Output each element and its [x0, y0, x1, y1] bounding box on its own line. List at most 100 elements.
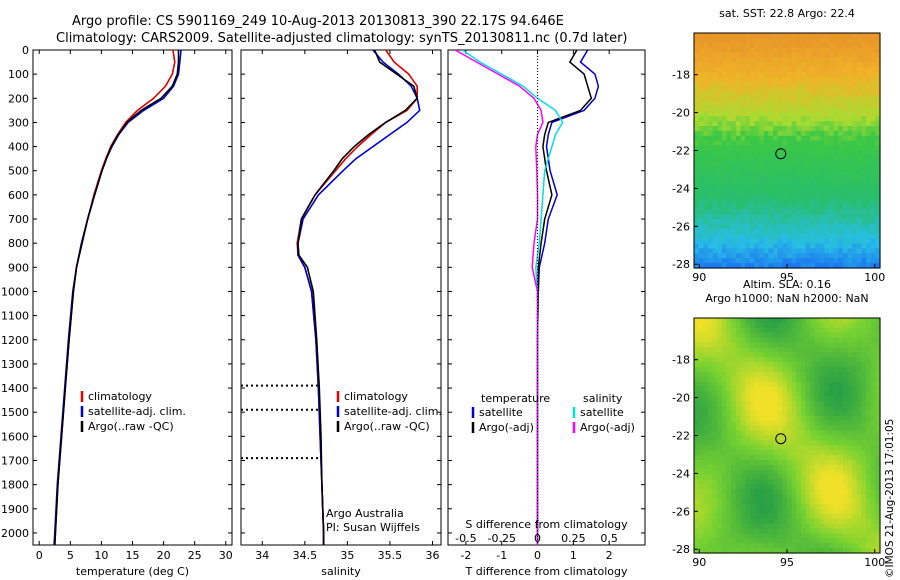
- heatmap-cell: [745, 342, 751, 348]
- heatmap-cell: [866, 111, 872, 117]
- heatmap-cell: [777, 57, 783, 63]
- heatmap-cell: [735, 533, 742, 539]
- heatmap-cell: [726, 445, 732, 451]
- heatmap-cell: [707, 86, 714, 93]
- heatmap-cell: [759, 67, 765, 73]
- heatmap-cell: [810, 72, 816, 78]
- heatmap-cell: [800, 96, 807, 103]
- heatmap-cell: [796, 233, 802, 240]
- heatmap-cell: [805, 318, 811, 324]
- heatmap-cell: [824, 170, 830, 176]
- heatmap-cell: [861, 327, 867, 334]
- heatmap-cell: [866, 96, 872, 103]
- heatmap-cell: [870, 406, 876, 412]
- heatmap-cell: [814, 174, 821, 181]
- heatmap-cell: [787, 106, 793, 112]
- heatmap-cell: [745, 357, 751, 363]
- heatmap-cell: [768, 209, 774, 215]
- heatmap-cell: [833, 484, 839, 490]
- heatmap-cell: [800, 33, 807, 39]
- heatmap-cell: [856, 362, 862, 368]
- heatmap-cell: [828, 489, 835, 495]
- heatmap-cell: [847, 469, 853, 476]
- heatmap-cell: [856, 223, 862, 230]
- heatmap-cell: [791, 77, 797, 83]
- heatmap-cell: [712, 459, 718, 466]
- heatmap-cell: [777, 445, 783, 451]
- heatmap-cell: [703, 52, 709, 59]
- heatmap-cell: [861, 96, 867, 103]
- heatmap-cell: [735, 130, 742, 137]
- heatmap-cell: [856, 165, 862, 171]
- heatmap-cell: [782, 464, 788, 471]
- heatmap-cell: [712, 204, 718, 210]
- heatmap-cell: [805, 77, 811, 83]
- heatmap-cell: [856, 430, 862, 437]
- heatmap-cell: [782, 155, 788, 161]
- heatmap-cell: [717, 233, 723, 240]
- heatmap-cell: [833, 474, 839, 481]
- heatmap-cell: [847, 179, 853, 186]
- heatmap-cell: [852, 469, 858, 476]
- heatmap-cell: [735, 199, 742, 205]
- heatmap-cell: [866, 62, 872, 68]
- heatmap-cell: [800, 489, 807, 495]
- heatmap-cell: [698, 214, 704, 220]
- heatmap-cell: [763, 396, 769, 402]
- heatmap-cell: [707, 538, 714, 544]
- heatmap-cell: [824, 533, 830, 539]
- salinity-tick-label: 0: [534, 532, 541, 545]
- heatmap-cell: [731, 513, 737, 520]
- heatmap-cell: [726, 376, 732, 383]
- heatmap-cell: [698, 538, 704, 544]
- heatmap-cell: [810, 455, 816, 461]
- heatmap-cell: [796, 140, 802, 147]
- heatmap-cell: [852, 150, 858, 156]
- heatmap-cell: [731, 135, 737, 142]
- heatmap-cell: [861, 160, 867, 166]
- heatmap-cell: [800, 52, 807, 59]
- heatmap-cell: [773, 332, 779, 339]
- heatmap-cell: [838, 179, 844, 186]
- heatmap-cell: [814, 33, 821, 39]
- heatmap-cell: [745, 165, 751, 171]
- heatmap-cell: [796, 57, 802, 63]
- heatmap-cell: [861, 209, 867, 215]
- heatmap-cell: [814, 135, 821, 142]
- heatmap-cell: [838, 430, 844, 437]
- heatmap-cell: [875, 528, 881, 535]
- heatmap-cell: [875, 189, 881, 196]
- heatmap-cell: [735, 101, 742, 108]
- heatmap-cell: [856, 376, 862, 383]
- heatmap-cell: [833, 258, 839, 264]
- heatmap-cell: [861, 214, 867, 220]
- heatmap-cell: [870, 440, 876, 446]
- heatmap-cell: [805, 174, 811, 181]
- heatmap-cell: [740, 258, 746, 264]
- heatmap-cell: [875, 145, 881, 152]
- heatmap-cell: [717, 160, 723, 166]
- heatmap-cell: [847, 67, 853, 73]
- heatmap-cell: [819, 243, 825, 250]
- heatmap-cell: [796, 62, 802, 68]
- heatmap-cell: [805, 223, 811, 230]
- heatmap-cell: [819, 52, 825, 59]
- heatmap-cell: [712, 111, 718, 117]
- heatmap-cell: [866, 420, 872, 427]
- heatmap-cell: [856, 450, 862, 456]
- heatmap-cell: [866, 81, 872, 88]
- heatmap-cell: [842, 415, 849, 422]
- heatmap-cell: [768, 160, 774, 166]
- heatmap-cell: [694, 135, 700, 142]
- heatmap-cell: [875, 204, 881, 210]
- heatmap-cell: [749, 37, 756, 44]
- heatmap-cell: [703, 96, 709, 103]
- heatmap-cell: [782, 170, 788, 176]
- heatmap-cell: [763, 67, 769, 73]
- heatmap-cell: [731, 357, 737, 363]
- heatmap-cell: [824, 420, 830, 427]
- heatmap-cell: [856, 548, 862, 554]
- heatmap-cell: [791, 484, 797, 490]
- heatmap-cell: [726, 327, 732, 334]
- heatmap-cell: [870, 174, 876, 181]
